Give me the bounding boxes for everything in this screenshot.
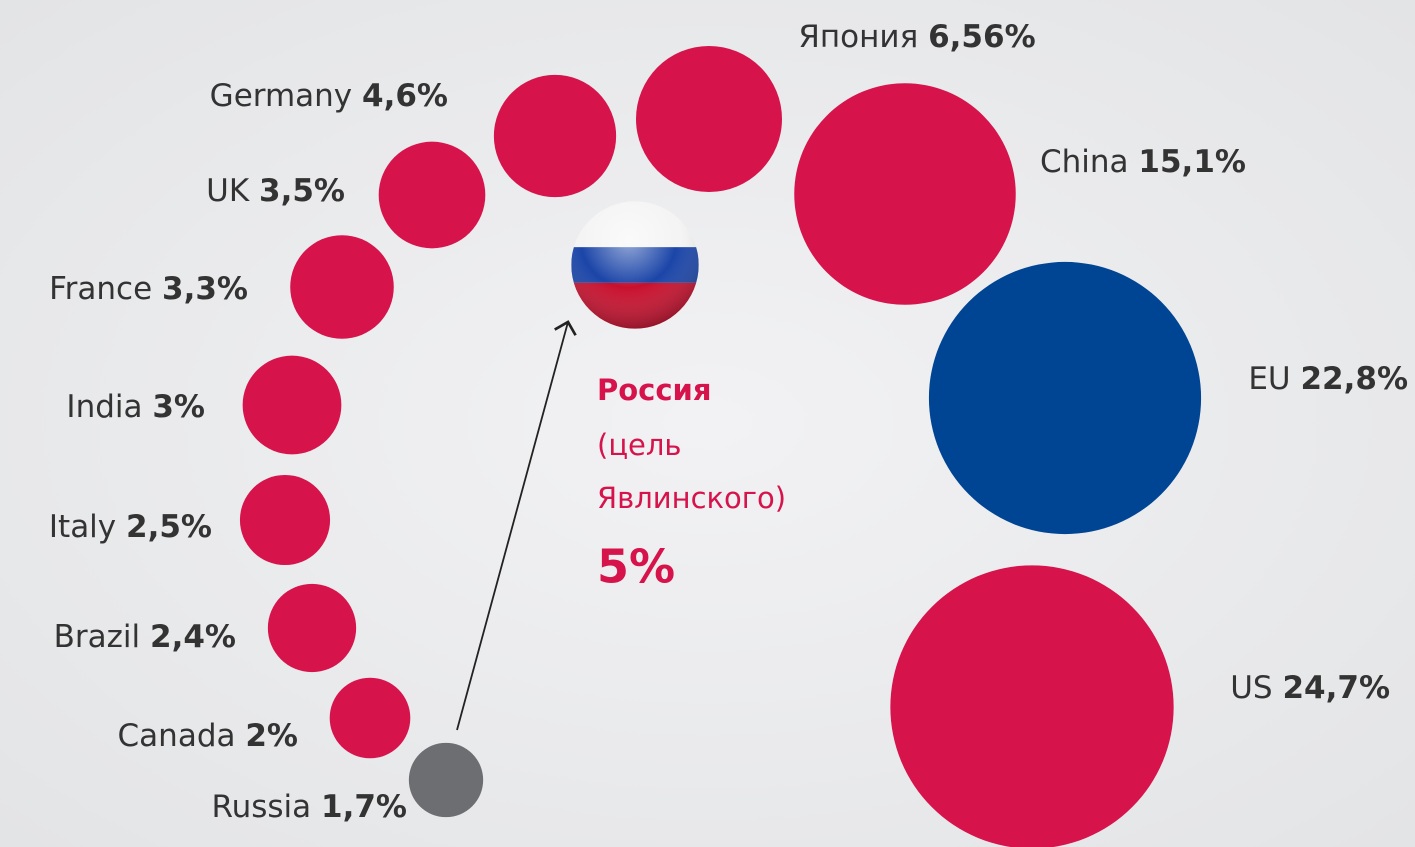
bubble-label: Япония 6,56% [798, 19, 1035, 55]
bubble [239, 474, 331, 566]
label-value: 3,5% [259, 173, 345, 209]
bubble [408, 742, 484, 818]
bubble [242, 355, 342, 455]
label-value: 3% [152, 389, 205, 425]
label-name: Япония [798, 19, 918, 55]
label-value: 1,7% [321, 789, 407, 825]
label-name: Brazil [54, 619, 141, 655]
label-name: UK [206, 173, 250, 209]
label-name: US [1230, 670, 1272, 706]
bubble [378, 141, 486, 249]
bubble-label: France 3,3% [49, 271, 248, 307]
label-name: Canada [118, 718, 236, 754]
bubble-label: Canada 2% [118, 718, 298, 754]
annotation-line: (цель [597, 428, 682, 462]
label-value: 2% [245, 718, 298, 754]
bubble-label: UK 3,5% [206, 173, 345, 209]
bubble [794, 83, 1016, 305]
label-name: Russia [211, 789, 311, 825]
bubble-label: Russia 1,7% [211, 789, 407, 825]
label-name: France [49, 271, 152, 307]
annotation-title: Россия [597, 373, 712, 407]
label-value: 2,4% [150, 619, 236, 655]
label-value: 6,56% [928, 19, 1036, 55]
bubble-label: China 15,1% [1040, 144, 1246, 180]
label-name: China [1040, 144, 1129, 180]
label-name: India [66, 389, 142, 425]
bubble [290, 235, 394, 339]
label-value: 3,3% [162, 271, 248, 307]
bubble [928, 261, 1202, 535]
arrow [456, 320, 577, 731]
bubble [329, 677, 411, 759]
flag [571, 201, 699, 329]
bubble-label: Italy 2,5% [49, 509, 212, 545]
label-value: 22,8% [1300, 361, 1408, 397]
bubble [890, 565, 1174, 847]
label-value: 4,6% [362, 78, 448, 114]
bubble [493, 74, 617, 198]
label-name: EU [1248, 361, 1290, 397]
bubble-label: US 24,7% [1230, 670, 1390, 706]
bubble-label: EU 22,8% [1248, 361, 1408, 397]
bubble-label: India 3% [66, 389, 205, 425]
label-name: Germany [210, 78, 352, 114]
bubble-label: Germany 4,6% [210, 78, 448, 114]
flag-shine [571, 201, 699, 329]
label-value: 24,7% [1282, 670, 1390, 706]
bubble [267, 583, 357, 673]
annotation-line: Явлинского) [597, 481, 786, 515]
bubble-label: Brazil 2,4% [54, 619, 236, 655]
label-name: Italy [49, 509, 116, 545]
label-value: 15,1% [1138, 144, 1246, 180]
bubble [636, 46, 782, 192]
label-value: 2,5% [126, 509, 212, 545]
annotation-value: 5% [597, 540, 675, 594]
